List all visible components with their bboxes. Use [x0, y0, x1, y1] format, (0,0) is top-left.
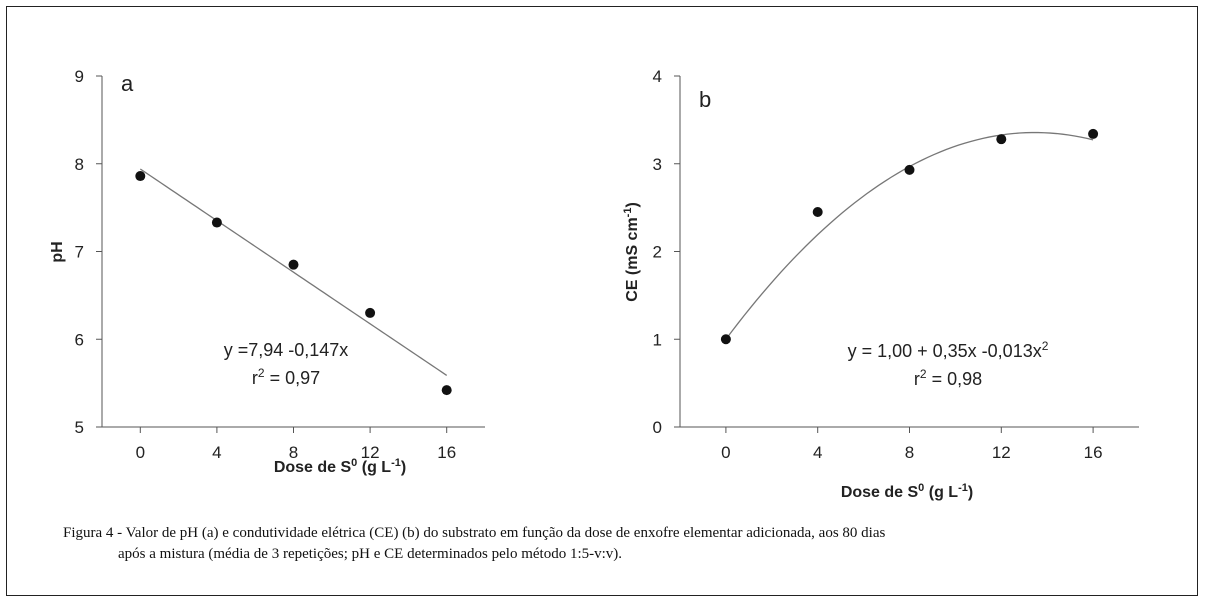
x-tick-label: 12 [992, 443, 1011, 462]
y-tick-label: 8 [75, 155, 84, 174]
r-squared: r2 = 0,98 [914, 367, 982, 389]
x-axis-title-sup: 0 [918, 482, 924, 494]
x-tick-label: 4 [813, 443, 822, 462]
x-tick-label: 0 [721, 443, 730, 462]
x-tick-label: 0 [136, 443, 145, 462]
x-tick-label: 8 [289, 443, 298, 462]
x-axis-title-unit-sup: -1 [391, 457, 401, 469]
r-squared-value: = 0,97 [265, 368, 321, 388]
equation-text: y =7,94 -0,147x [224, 340, 349, 360]
data-point [135, 171, 146, 182]
x-axis-title-close: ) [968, 484, 973, 501]
data-point [211, 217, 222, 228]
panel-label: b [699, 87, 711, 112]
regression-equation: y =7,94 -0,147x [224, 340, 349, 360]
r-squared-symbol: r [914, 369, 920, 389]
y-tick-label: 5 [75, 418, 84, 437]
equation-text: y = 1,00 + 0,35x -0,013x [848, 341, 1042, 361]
data-point [996, 134, 1007, 145]
y-tick-label: 0 [653, 418, 662, 437]
figure-frame [6, 6, 1198, 596]
data-point [365, 307, 376, 318]
x-axis-title-unit: (g L [924, 484, 958, 501]
data-point [812, 207, 823, 218]
fit-line [139, 168, 448, 376]
data-point [288, 259, 299, 270]
x-axis-title-unit: (g L [357, 459, 391, 476]
r-squared: r2 = 0,97 [252, 366, 320, 388]
y-tick-label: 7 [75, 243, 84, 262]
data-point [904, 164, 915, 175]
y-axis-title-close: ) [624, 202, 641, 207]
caption-line-2: após a mistura (média de 3 repetições; p… [118, 546, 623, 562]
y-tick-label: 6 [75, 330, 84, 349]
x-tick-label: 16 [1084, 443, 1103, 462]
r-squared-superscript: 2 [258, 366, 265, 380]
data-point [1088, 128, 1099, 139]
r-squared-value: = 0,98 [927, 369, 983, 389]
y-axis-title-text: pH [49, 241, 66, 262]
x-axis-title-unit-sup: -1 [958, 482, 968, 494]
fit-line [725, 131, 1094, 340]
y-tick-label: 9 [75, 67, 84, 86]
y-axis-title-text: CE (mS cm [624, 217, 641, 301]
y-tick-label: 4 [653, 67, 662, 86]
x-axis-title-text: Dose de S [841, 484, 919, 501]
x-tick-label: 16 [437, 443, 456, 462]
y-tick-label: 2 [653, 243, 662, 262]
y-tick-label: 1 [653, 330, 662, 349]
data-point [720, 334, 731, 345]
equation-superscript: 2 [1042, 339, 1049, 353]
x-axis-title-text: Dose de S [274, 459, 352, 476]
r-squared-symbol: r [252, 368, 258, 388]
regression-equation: y = 1,00 + 0,35x -0,013x2 [848, 339, 1049, 361]
data-point [441, 385, 452, 396]
figure-caption: Figura 4 - Valor de pH (a) e condutivida… [63, 523, 1183, 565]
chart-panel-a: 5 6 7 8 9 0 4 8 12 16 a y =7,94 -0,147x r2 = 0,97 Dos… [49, 67, 485, 476]
y-axis-title: pH [49, 241, 66, 262]
x-tick-label: 4 [212, 443, 221, 462]
caption-line-1: Figura 4 - Valor de pH (a) e condutivida… [63, 525, 886, 541]
y-tick-label: 3 [653, 155, 662, 174]
x-axis-title-sup: 0 [351, 457, 357, 469]
x-axis-title: Dose de S0 (g L-1) [841, 482, 973, 501]
x-axis-title-close: ) [401, 459, 406, 476]
panel-label: a [121, 71, 134, 96]
x-axis-title: Dose de S0 (g L-1) [274, 457, 406, 476]
y-axis-title-sup: -1 [622, 208, 634, 218]
y-axis-title: CE (mS cm-1) [622, 202, 641, 302]
r-squared-superscript: 2 [920, 367, 927, 381]
x-tick-label: 12 [361, 443, 380, 462]
x-tick-label: 8 [905, 443, 914, 462]
